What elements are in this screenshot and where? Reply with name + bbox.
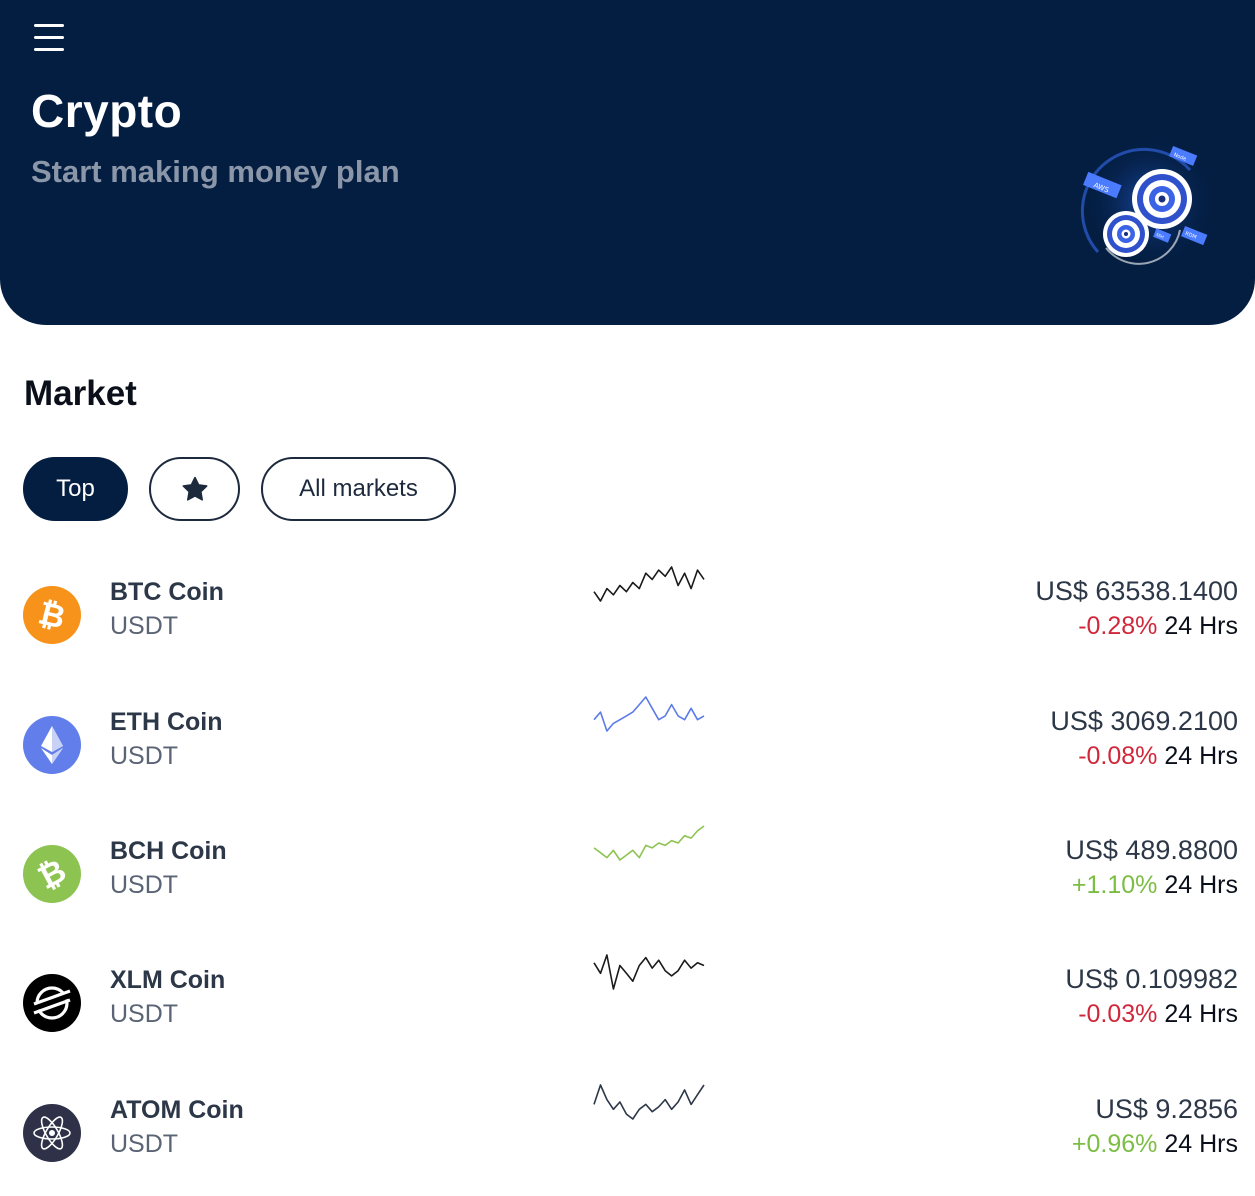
coin-price: US$ 489.8800 <box>1065 835 1238 865</box>
crypto-illustration: AWS Node SSH RDM <box>1080 136 1216 268</box>
sparkline-path <box>593 696 705 732</box>
page-title: Crypto <box>31 85 183 137</box>
coin-quote: USDT <box>110 612 179 640</box>
rdm-label: RDM <box>1184 231 1197 241</box>
node-label: Node <box>1173 152 1187 162</box>
coin-change-period: 24 Hrs <box>1164 871 1238 899</box>
coin-row-btc[interactable]: ₿ BTC Coin USDT US$ 63538.1400 -0.28% 24… <box>0 566 1255 678</box>
coin-change-percent: +1.10% <box>1071 871 1158 899</box>
sparkline-chart <box>593 1084 705 1120</box>
tab-all-markets-label: All markets <box>299 475 418 502</box>
ethereum-icon <box>23 716 81 774</box>
menu-icon[interactable] <box>34 24 64 52</box>
coin-change-line: -0.28% 24 Hrs <box>1078 612 1238 641</box>
bitcoin-cash-icon: ₿ <box>23 845 81 903</box>
coin-change-period: 24 Hrs <box>1164 612 1238 640</box>
coin-row-eth[interactable]: ETH Coin USDT US$ 3069.2100 -0.08% 24 Hr… <box>0 696 1255 808</box>
tab-favorites[interactable] <box>149 457 240 521</box>
coin-change-line: +1.10% 24 Hrs <box>1072 871 1238 900</box>
cosmos-icon <box>23 1104 81 1162</box>
coin-price: US$ 63538.1400 <box>1035 576 1238 606</box>
tab-top-label: Top <box>56 475 95 502</box>
coin-change-period: 24 Hrs <box>1164 742 1238 770</box>
coin-row-bch[interactable]: ₿ BCH Coin USDT US$ 489.8800 +1.10% 24 H… <box>0 825 1255 937</box>
header-banner: Crypto Start making money plan AWS <box>0 0 1255 325</box>
sparkline-chart <box>593 825 705 861</box>
coin-quote: USDT <box>110 871 179 899</box>
coin-quote: USDT <box>110 1130 179 1158</box>
tab-top[interactable]: Top <box>23 457 128 521</box>
bitcoin-icon: ₿ <box>23 586 81 644</box>
coin-change-period: 24 Hrs <box>1164 1000 1238 1028</box>
sparkline-chart <box>593 954 705 990</box>
coin-change-percent: -0.08% <box>1078 742 1158 770</box>
coin-quote: USDT <box>110 1000 179 1028</box>
coin-name: XLM Coin <box>110 966 226 994</box>
coin-price: US$ 9.2856 <box>1095 1094 1238 1124</box>
sparkline-chart <box>593 696 705 732</box>
coin-name: ETH Coin <box>110 708 223 736</box>
coin-row-xlm[interactable]: XLM Coin USDT US$ 0.109982 -0.03% 24 Hrs <box>0 954 1255 1066</box>
coin-row-atom[interactable]: ATOM Coin USDT US$ 9.2856 +0.96% 24 Hrs <box>0 1084 1255 1196</box>
page-subtitle: Start making money plan <box>31 154 400 189</box>
coin-change-line: -0.08% 24 Hrs <box>1078 742 1238 771</box>
coin-quote: USDT <box>110 742 179 770</box>
coin-change-percent: -0.03% <box>1078 1000 1158 1028</box>
coin-name: ATOM Coin <box>110 1096 244 1124</box>
sparkline-path <box>593 825 705 861</box>
coin-change-percent: +0.96% <box>1071 1130 1158 1158</box>
coin-change-line: +0.96% 24 Hrs <box>1072 1130 1238 1159</box>
coin-price: US$ 0.109982 <box>1065 964 1238 994</box>
market-title: Market <box>24 374 137 413</box>
stellar-icon <box>23 974 81 1032</box>
tab-all-markets[interactable]: All markets <box>261 457 456 521</box>
coin-change-line: -0.03% 24 Hrs <box>1078 1000 1238 1029</box>
sparkline-chart <box>593 566 705 602</box>
coin-change-percent: -0.28% <box>1078 612 1158 640</box>
coin-price: US$ 3069.2100 <box>1050 706 1238 736</box>
ssh-label: SSH <box>1155 232 1164 240</box>
sparkline-path <box>593 1084 705 1120</box>
coin-name: BCH Coin <box>110 837 227 865</box>
coin-change-period: 24 Hrs <box>1164 1130 1238 1158</box>
sparkline-path <box>593 566 705 602</box>
coin-name: BTC Coin <box>110 578 224 606</box>
sparkline-path <box>593 954 705 990</box>
star-icon <box>182 476 207 501</box>
